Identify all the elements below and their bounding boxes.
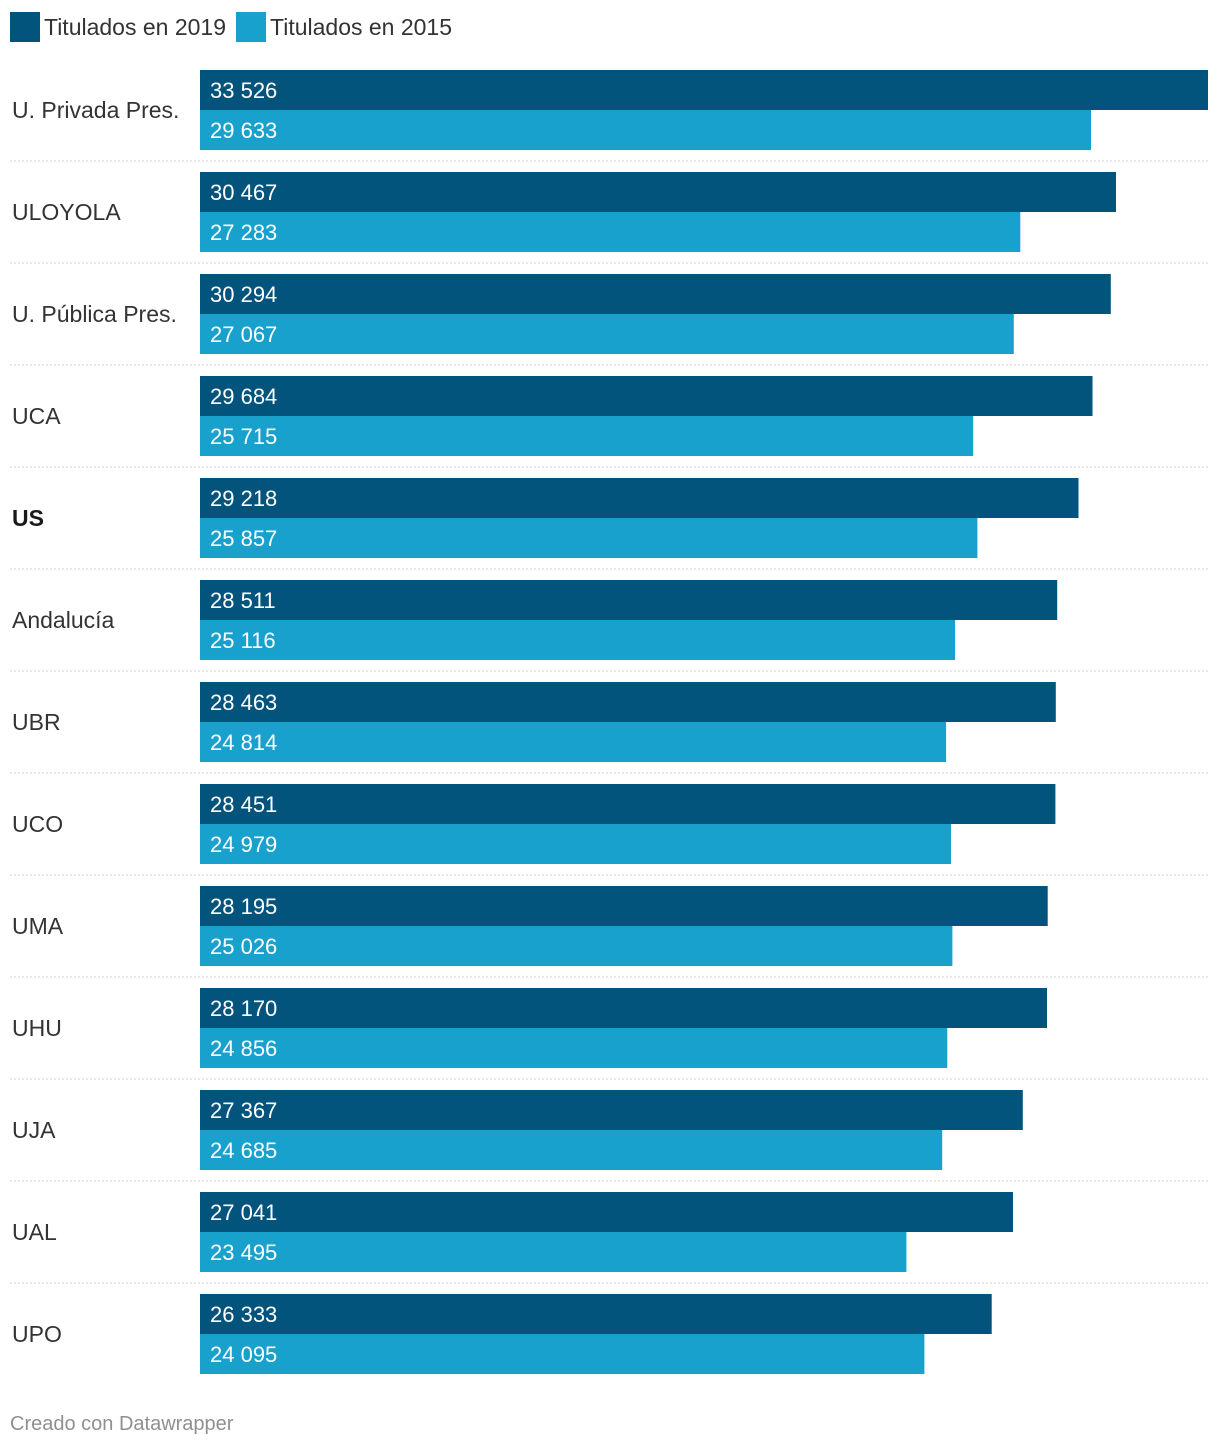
bar-u-publica-pres-2015 bbox=[200, 314, 1014, 354]
legend-label-2015: Titulados en 2015 bbox=[270, 13, 453, 40]
category-label-uhu: UHU bbox=[12, 1015, 62, 1041]
value-label-uhu-2015: 24 856 bbox=[210, 1036, 277, 1061]
value-label-uloyola-2019: 30 467 bbox=[210, 180, 277, 205]
bar-uloyola-2015 bbox=[200, 212, 1021, 252]
bar-uma-2019 bbox=[200, 886, 1048, 926]
category-label-u-privada-pres: U. Privada Pres. bbox=[12, 97, 179, 123]
value-label-us-2015: 25 857 bbox=[210, 526, 277, 551]
category-label-uco: UCO bbox=[12, 811, 63, 837]
legend-label-2019: Titulados en 2019 bbox=[44, 13, 227, 40]
value-label-u-publica-pres-2019: 30 294 bbox=[210, 282, 277, 307]
datawrapper-credit: Creado con Datawrapper bbox=[10, 1413, 234, 1435]
bar-uma-2015 bbox=[200, 926, 953, 966]
value-label-uma-2019: 28 195 bbox=[210, 894, 277, 919]
bar-u-privada-pres-2015 bbox=[200, 110, 1091, 150]
bar-andalucia-2015 bbox=[200, 620, 956, 660]
bar-uco-2019 bbox=[200, 784, 1056, 824]
bar-us-2015 bbox=[200, 518, 978, 558]
value-label-u-publica-pres-2015: 27 067 bbox=[210, 322, 277, 347]
value-label-andalucia-2019: 28 511 bbox=[210, 588, 276, 613]
bar-upo-2015 bbox=[200, 1334, 925, 1374]
value-label-uco-2019: 28 451 bbox=[210, 792, 277, 817]
bar-chart: U. Privada Pres. 33 526 29 633 ULOYOLA 30 46… bbox=[10, 70, 1208, 1374]
category-label-ubr: UBR bbox=[12, 709, 61, 735]
value-label-upo-2019: 26 333 bbox=[210, 1302, 277, 1327]
bar-uhu-2019 bbox=[200, 988, 1047, 1028]
legend-swatch-2019 bbox=[10, 12, 40, 42]
category-label-upo: UPO bbox=[12, 1321, 62, 1347]
bar-u-publica-pres-2019 bbox=[200, 274, 1111, 314]
legend-swatch-2015 bbox=[236, 12, 267, 42]
value-label-ual-2019: 27 041 bbox=[210, 1200, 277, 1225]
bar-ubr-2015 bbox=[200, 722, 947, 762]
category-label-andalucia: Andalucía bbox=[12, 607, 115, 633]
value-label-u-privada-pres-2015: 29 633 bbox=[210, 118, 277, 143]
value-label-us-2019: 29 218 bbox=[210, 486, 277, 511]
bar-andalucia-2019 bbox=[200, 580, 1058, 620]
bar-uloyola-2019 bbox=[200, 172, 1116, 212]
value-label-andalucia-2015: 25 116 bbox=[210, 628, 276, 653]
value-label-ubr-2019: 28 463 bbox=[210, 690, 277, 715]
legend-item-2019: Titulados en 2019 bbox=[10, 12, 226, 42]
value-label-uhu-2019: 28 170 bbox=[210, 996, 277, 1021]
bar-ubr-2019 bbox=[200, 682, 1056, 722]
value-label-uca-2019: 29 684 bbox=[210, 384, 277, 409]
category-label-ual: UAL bbox=[12, 1219, 57, 1245]
bar-uja-2019 bbox=[200, 1090, 1023, 1130]
bar-us-2019 bbox=[200, 478, 1079, 518]
value-label-uco-2015: 24 979 bbox=[210, 832, 277, 857]
bar-uca-2015 bbox=[200, 416, 974, 456]
value-label-uloyola-2015: 27 283 bbox=[210, 220, 277, 245]
legend-item-2015: Titulados en 2015 bbox=[236, 12, 452, 42]
bar-uca-2019 bbox=[200, 376, 1093, 416]
bar-uja-2015 bbox=[200, 1130, 943, 1170]
value-label-u-privada-pres-2019: 33 526 bbox=[210, 78, 277, 103]
category-label-uloyola: ULOYOLA bbox=[12, 199, 121, 225]
bar-ual-2015 bbox=[200, 1232, 907, 1272]
value-label-uca-2015: 25 715 bbox=[210, 424, 277, 449]
value-label-uma-2015: 25 026 bbox=[210, 934, 277, 959]
legend: Titulados en 2019 Titulados en 2015 bbox=[10, 12, 462, 42]
value-label-uja-2015: 24 685 bbox=[210, 1138, 277, 1163]
value-label-upo-2015: 24 095 bbox=[210, 1342, 277, 1367]
bar-uco-2015 bbox=[200, 824, 951, 864]
bar-upo-2019 bbox=[200, 1294, 992, 1334]
value-label-ual-2015: 23 495 bbox=[210, 1240, 277, 1265]
value-label-ubr-2015: 24 814 bbox=[210, 730, 277, 755]
value-label-uja-2019: 27 367 bbox=[210, 1098, 277, 1123]
category-label-us: US bbox=[12, 505, 44, 531]
category-label-uca: UCA bbox=[12, 403, 61, 429]
category-label-uja: UJA bbox=[12, 1117, 56, 1143]
bar-u-privada-pres-2019 bbox=[200, 70, 1208, 110]
bar-uhu-2015 bbox=[200, 1028, 948, 1068]
category-label-u-publica-pres: U. Pública Pres. bbox=[12, 301, 177, 327]
category-label-uma: UMA bbox=[12, 913, 64, 939]
bar-ual-2019 bbox=[200, 1192, 1013, 1232]
